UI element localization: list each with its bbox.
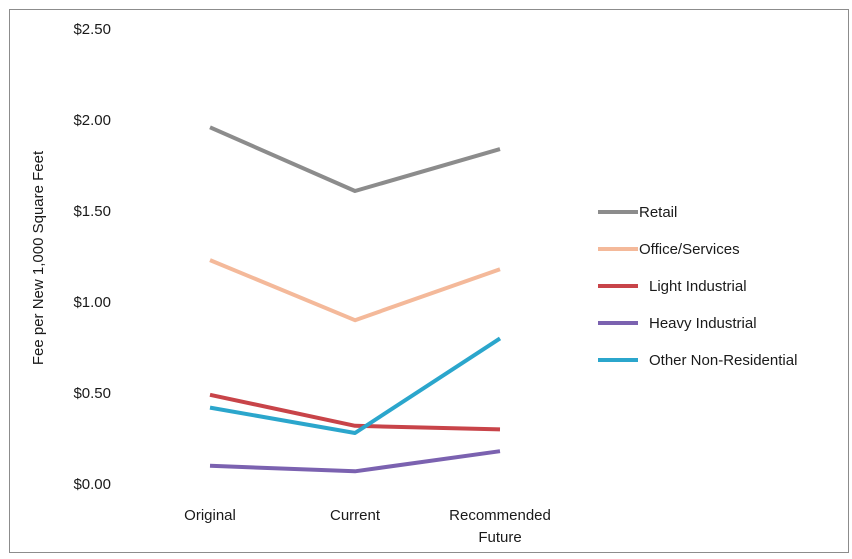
x-tick-label: Future (478, 529, 521, 546)
legend: Retail Office/Services Light Industrial Hea… (598, 204, 797, 369)
y-tick-label: $0.00 (73, 476, 111, 493)
series-line-office-services (209, 258, 501, 323)
series-line-other-non-residential (209, 336, 502, 435)
series-line-retail (209, 125, 501, 193)
legend-item-heavy-industrial: Heavy Industrial (598, 315, 757, 332)
legend-item-office-services: Office/Services (598, 241, 740, 258)
legend-label: Office/Services (639, 241, 740, 258)
y-axis-title: Fee per New 1,000 Square Feet (30, 150, 47, 365)
x-tick-label: Recommended (449, 507, 551, 524)
legend-label: Other Non-Residential (649, 352, 797, 369)
legend-label: Retail (639, 204, 677, 221)
y-tick-label: $1.50 (73, 203, 111, 220)
x-axis-ticks: Original Current Recommended Future (184, 507, 551, 546)
y-tick-label: $2.50 (73, 21, 111, 38)
legend-item-other-non-residential: Other Non-Residential (598, 352, 797, 369)
x-tick-label: Current (330, 507, 381, 524)
y-axis-ticks: $0.00 $0.50 $1.00 $1.50 $2.00 $2.50 (73, 21, 111, 493)
x-tick-label: Original (184, 507, 236, 524)
y-tick-label: $0.50 (73, 385, 111, 402)
series-line-light-industrial (209, 392, 501, 432)
legend-label: Heavy Industrial (649, 315, 757, 332)
series-line-heavy-industrial (209, 449, 501, 474)
legend-item-light-industrial: Light Industrial (598, 278, 747, 295)
series-layer (209, 125, 502, 474)
legend-label: Light Industrial (649, 278, 747, 295)
y-tick-label: $1.00 (73, 294, 111, 311)
legend-item-retail: Retail (598, 204, 677, 221)
y-tick-label: $2.00 (73, 112, 111, 129)
